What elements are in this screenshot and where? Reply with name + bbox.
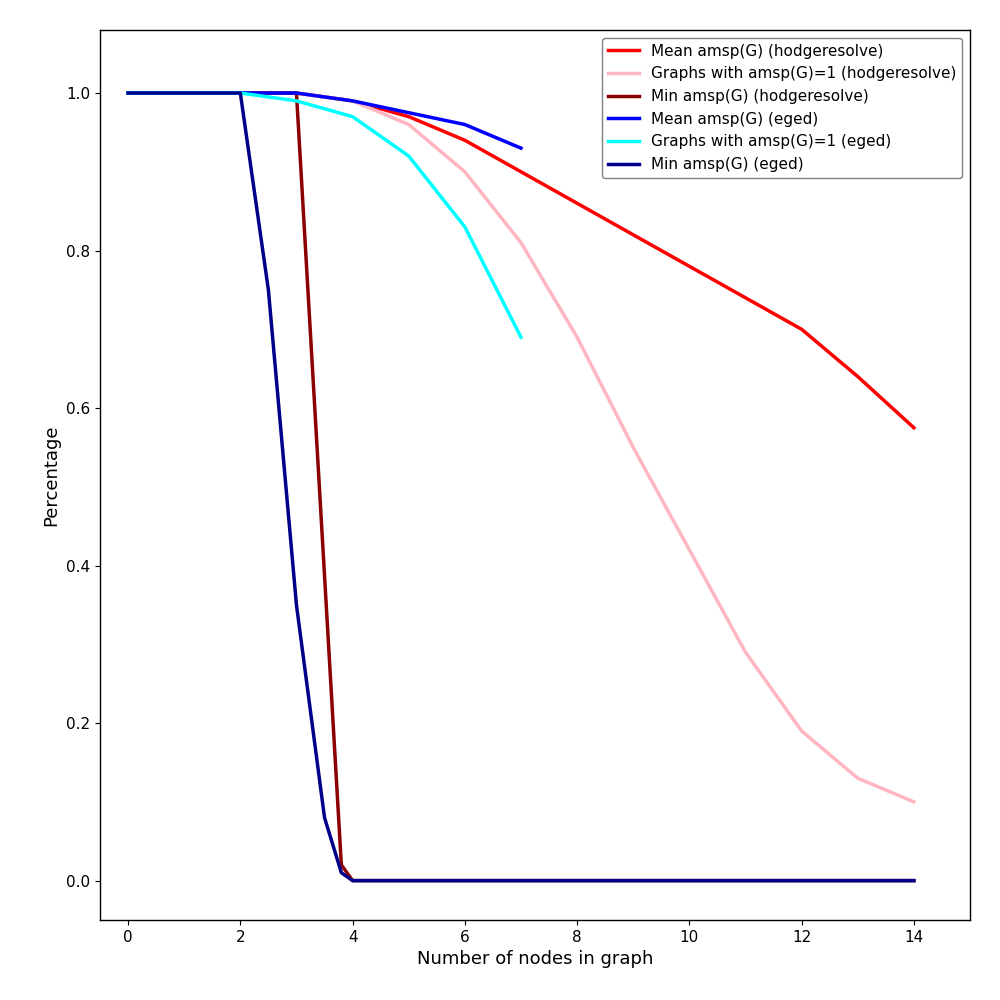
Mean amsp(G) (hodgeresolve) — [796, 323, 808, 335]
Graphs with amsp(G)=1 (hodgeresolve) — [852, 772, 864, 784]
Line: Min amsp(G) (eged): Min amsp(G) (eged) — [128, 93, 914, 881]
Graphs with amsp(G)=1 (eged) — [347, 111, 359, 123]
Graphs with amsp(G)=1 (hodgeresolve) — [571, 331, 583, 343]
Legend: Mean amsp(G) (hodgeresolve), Graphs with amsp(G)=1 (hodgeresolve), Min amsp(G) (: Mean amsp(G) (hodgeresolve), Graphs with… — [602, 38, 962, 178]
Min amsp(G) (hodgeresolve) — [335, 859, 347, 871]
Min amsp(G) (hodgeresolve) — [571, 875, 583, 887]
Min amsp(G) (hodgeresolve) — [627, 875, 639, 887]
Mean amsp(G) (hodgeresolve) — [683, 260, 695, 272]
Graphs with amsp(G)=1 (eged) — [122, 87, 134, 99]
Graphs with amsp(G)=1 (eged) — [459, 221, 471, 233]
Graphs with amsp(G)=1 (hodgeresolve) — [178, 87, 190, 99]
Min amsp(G) (eged) — [234, 87, 246, 99]
Mean amsp(G) (eged) — [234, 87, 246, 99]
Graphs with amsp(G)=1 (hodgeresolve) — [515, 237, 527, 249]
Min amsp(G) (hodgeresolve) — [739, 875, 751, 887]
Min amsp(G) (hodgeresolve) — [122, 87, 134, 99]
Min amsp(G) (eged) — [262, 284, 274, 296]
Mean amsp(G) (hodgeresolve) — [459, 134, 471, 146]
Mean amsp(G) (hodgeresolve) — [403, 111, 415, 123]
Mean amsp(G) (eged) — [122, 87, 134, 99]
Min amsp(G) (hodgeresolve) — [290, 87, 302, 99]
Min amsp(G) (eged) — [459, 875, 471, 887]
Min amsp(G) (hodgeresolve) — [178, 87, 190, 99]
Min amsp(G) (eged) — [908, 875, 920, 887]
Min amsp(G) (hodgeresolve) — [515, 875, 527, 887]
Mean amsp(G) (eged) — [403, 107, 415, 119]
Mean amsp(G) (hodgeresolve) — [347, 95, 359, 107]
Graphs with amsp(G)=1 (hodgeresolve) — [627, 441, 639, 453]
Mean amsp(G) (hodgeresolve) — [290, 87, 302, 99]
Mean amsp(G) (eged) — [459, 119, 471, 131]
Graphs with amsp(G)=1 (hodgeresolve) — [459, 166, 471, 178]
Min amsp(G) (hodgeresolve) — [459, 875, 471, 887]
Graphs with amsp(G)=1 (hodgeresolve) — [234, 87, 246, 99]
Mean amsp(G) (hodgeresolve) — [627, 229, 639, 241]
Mean amsp(G) (hodgeresolve) — [234, 87, 246, 99]
Min amsp(G) (hodgeresolve) — [234, 87, 246, 99]
Mean amsp(G) (hodgeresolve) — [515, 166, 527, 178]
Graphs with amsp(G)=1 (eged) — [403, 150, 415, 162]
Min amsp(G) (eged) — [178, 87, 190, 99]
Mean amsp(G) (hodgeresolve) — [178, 87, 190, 99]
Graphs with amsp(G)=1 (eged) — [290, 95, 302, 107]
Min amsp(G) (hodgeresolve) — [796, 875, 808, 887]
Graphs with amsp(G)=1 (hodgeresolve) — [683, 544, 695, 556]
Graphs with amsp(G)=1 (hodgeresolve) — [347, 95, 359, 107]
Min amsp(G) (eged) — [515, 875, 527, 887]
Min amsp(G) (eged) — [571, 875, 583, 887]
Mean amsp(G) (hodgeresolve) — [571, 197, 583, 209]
Line: Graphs with amsp(G)=1 (eged): Graphs with amsp(G)=1 (eged) — [128, 93, 521, 337]
Mean amsp(G) (eged) — [347, 95, 359, 107]
Mean amsp(G) (eged) — [515, 142, 527, 154]
Min amsp(G) (eged) — [290, 599, 302, 611]
Graphs with amsp(G)=1 (hodgeresolve) — [796, 725, 808, 737]
Line: Mean amsp(G) (hodgeresolve): Mean amsp(G) (hodgeresolve) — [128, 93, 914, 428]
Graphs with amsp(G)=1 (eged) — [178, 87, 190, 99]
Mean amsp(G) (eged) — [290, 87, 302, 99]
Mean amsp(G) (hodgeresolve) — [852, 371, 864, 383]
Mean amsp(G) (hodgeresolve) — [739, 292, 751, 304]
Mean amsp(G) (hodgeresolve) — [908, 422, 920, 434]
Graphs with amsp(G)=1 (hodgeresolve) — [908, 796, 920, 808]
Min amsp(G) (hodgeresolve) — [403, 875, 415, 887]
Graphs with amsp(G)=1 (eged) — [234, 87, 246, 99]
Graphs with amsp(G)=1 (eged) — [515, 331, 527, 343]
Min amsp(G) (eged) — [403, 875, 415, 887]
Min amsp(G) (hodgeresolve) — [908, 875, 920, 887]
Min amsp(G) (eged) — [319, 812, 331, 824]
Graphs with amsp(G)=1 (hodgeresolve) — [122, 87, 134, 99]
Line: Min amsp(G) (hodgeresolve): Min amsp(G) (hodgeresolve) — [128, 93, 914, 881]
Min amsp(G) (eged) — [347, 875, 359, 887]
Min amsp(G) (eged) — [122, 87, 134, 99]
Graphs with amsp(G)=1 (hodgeresolve) — [290, 87, 302, 99]
Mean amsp(G) (hodgeresolve) — [122, 87, 134, 99]
X-axis label: Number of nodes in graph: Number of nodes in graph — [417, 950, 653, 968]
Line: Graphs with amsp(G)=1 (hodgeresolve): Graphs with amsp(G)=1 (hodgeresolve) — [128, 93, 914, 802]
Min amsp(G) (hodgeresolve) — [347, 875, 359, 887]
Line: Mean amsp(G) (eged): Mean amsp(G) (eged) — [128, 93, 521, 148]
Min amsp(G) (hodgeresolve) — [683, 875, 695, 887]
Graphs with amsp(G)=1 (hodgeresolve) — [739, 646, 751, 658]
Y-axis label: Percentage: Percentage — [42, 424, 60, 526]
Graphs with amsp(G)=1 (hodgeresolve) — [403, 119, 415, 131]
Mean amsp(G) (eged) — [178, 87, 190, 99]
Min amsp(G) (eged) — [335, 867, 347, 879]
Min amsp(G) (hodgeresolve) — [852, 875, 864, 887]
